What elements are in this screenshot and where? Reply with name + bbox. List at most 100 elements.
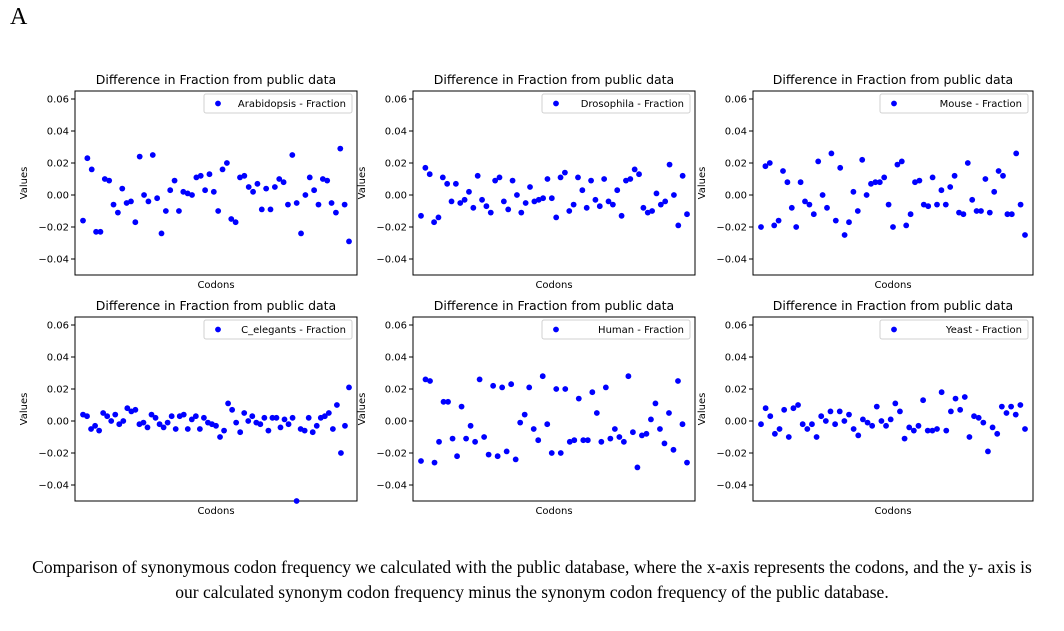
data-point (986, 209, 993, 216)
data-point (771, 430, 778, 437)
data-point (925, 203, 932, 210)
data-point (325, 410, 332, 416)
legend-marker (553, 326, 559, 333)
data-point (810, 211, 817, 218)
data-point (88, 426, 94, 432)
data-point (620, 438, 627, 445)
legend-label: Human - Fraction (598, 325, 684, 336)
plot-frame (412, 90, 696, 276)
plot-frame (752, 316, 1034, 502)
data-point (614, 187, 621, 194)
data-point (206, 171, 213, 178)
subplot: Difference in Fraction from public data −… (357, 298, 696, 517)
data-point (643, 430, 650, 437)
data-point (261, 414, 268, 421)
data-point (863, 192, 870, 198)
data-point (813, 434, 820, 440)
data-point (947, 184, 954, 190)
data-point (521, 411, 528, 418)
data-point (929, 174, 936, 181)
data-point (837, 164, 844, 171)
data-point (176, 208, 182, 214)
data-point (271, 184, 278, 190)
chart-title: Difference in Fraction from public data (773, 72, 1013, 87)
data-point (892, 400, 899, 407)
data-point (306, 174, 313, 181)
data-point (982, 176, 989, 182)
data-point (512, 456, 519, 463)
data-point (321, 413, 328, 420)
data-point (780, 168, 786, 174)
data-point (328, 200, 335, 206)
data-point (625, 373, 632, 380)
data-point (544, 421, 551, 428)
y-tick-label: 0.00 (725, 191, 747, 202)
panel-label: A (10, 4, 28, 30)
data-point (293, 200, 300, 206)
data-point (285, 421, 292, 428)
plot-frame (752, 90, 1034, 276)
data-point (280, 179, 287, 186)
data-point (588, 177, 594, 184)
y-tick-label: 0.02 (47, 385, 69, 396)
data-point (267, 206, 274, 213)
data-point (897, 408, 903, 415)
data-point (819, 192, 826, 198)
data-point (101, 176, 108, 182)
data-point (454, 453, 460, 460)
data-point (184, 190, 191, 197)
data-point (548, 195, 555, 202)
data-point (93, 228, 99, 235)
data-point (180, 411, 187, 418)
data-point (776, 426, 783, 432)
data-point (338, 450, 344, 456)
data-point (562, 169, 568, 176)
data-point (100, 410, 107, 416)
data-point (957, 406, 964, 413)
data-point (960, 211, 967, 218)
data-point (160, 424, 167, 431)
x-axis-label: Codons (535, 280, 572, 291)
data-point (136, 153, 143, 160)
data-point (901, 435, 908, 442)
data-point (938, 187, 945, 194)
data-point (114, 209, 121, 216)
data-point (961, 394, 968, 400)
data-point (846, 411, 852, 418)
chart-title: Difference in Fraction from public data (96, 72, 336, 87)
data-point (657, 426, 663, 432)
data-point (890, 224, 896, 230)
data-point (804, 426, 811, 432)
data-point (467, 422, 474, 429)
data-point (666, 161, 673, 168)
data-point (106, 177, 113, 184)
data-point (110, 201, 117, 208)
data-point (224, 160, 230, 166)
data-point (202, 187, 208, 194)
legend-label: Yeast - Fraction (945, 325, 1022, 336)
data-point (652, 400, 659, 407)
legend-box (541, 319, 691, 340)
data-point (653, 190, 660, 197)
data-point (132, 406, 139, 413)
data-point (785, 434, 792, 440)
y-tick-label: 0.06 (385, 95, 407, 106)
y-tick-label: 0.04 (385, 127, 407, 138)
legend-marker (891, 326, 897, 333)
plot-frame (74, 316, 358, 502)
data-point (584, 437, 591, 444)
data-point (1017, 201, 1024, 208)
y-tick-label: −0.02 (716, 449, 747, 460)
data-point (631, 166, 638, 173)
data-point (609, 201, 616, 208)
data-point (490, 382, 497, 389)
data-point (293, 498, 300, 504)
y-axis-label: Values (357, 393, 368, 426)
y-tick-label: 0.02 (385, 385, 407, 396)
data-point (431, 459, 438, 466)
data-point (1017, 402, 1024, 408)
data-point (444, 180, 451, 187)
data-point (920, 201, 927, 208)
y-tick-label: 0.04 (725, 353, 747, 364)
y-tick-label: 0.02 (725, 159, 747, 170)
